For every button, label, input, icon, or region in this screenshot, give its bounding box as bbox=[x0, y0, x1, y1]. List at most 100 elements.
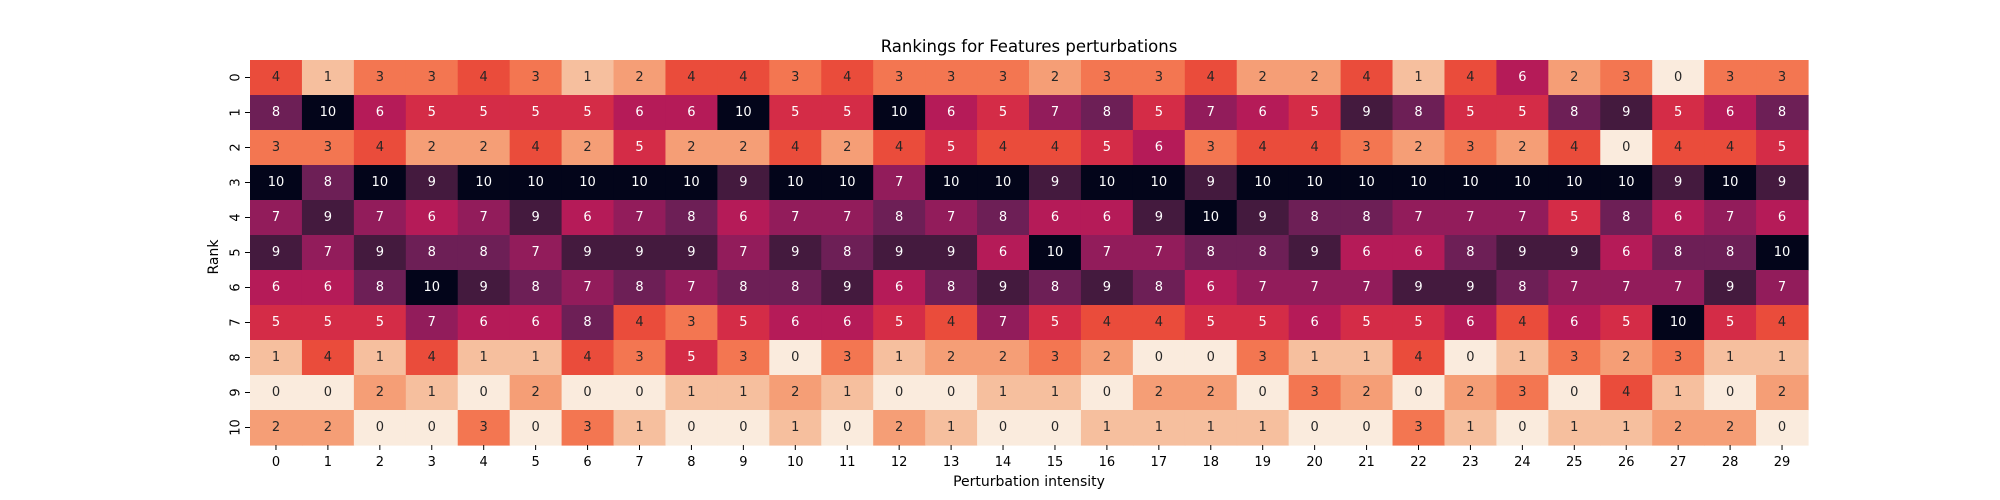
cell-value-label: 5 bbox=[1622, 315, 1630, 330]
heatmap-cell bbox=[405, 165, 459, 201]
heatmap-cell bbox=[301, 165, 355, 201]
x-axis: 0 1 2 3 4 5 6 7 8 9 10 11 12 13 14 15 16 17 18 19 20 21 22 23 24… bbox=[272, 445, 1790, 470]
heatmap-cell bbox=[925, 130, 978, 166]
heatmap-cell bbox=[873, 200, 926, 236]
heatmap-cell bbox=[977, 410, 1030, 446]
heatmap-cell bbox=[1184, 165, 1238, 201]
x-tick-label: 22 bbox=[1410, 455, 1427, 470]
heatmap-cell bbox=[613, 130, 667, 166]
cell-value-label: 7 bbox=[1570, 280, 1578, 295]
heatmap-cell bbox=[457, 270, 511, 306]
cell-value-label: 7 bbox=[1466, 210, 1474, 225]
cell-value-label: 8 bbox=[272, 105, 280, 120]
heatmap-cell bbox=[1132, 340, 1186, 376]
x-tick-label: 21 bbox=[1358, 455, 1375, 470]
heatmap-cell bbox=[405, 200, 459, 236]
heatmap-cell bbox=[613, 200, 667, 236]
heatmap-cell bbox=[561, 60, 615, 96]
cell-value-label: 4 bbox=[739, 70, 747, 85]
heatmap-cell bbox=[1444, 340, 1497, 376]
cell-value-label: 6 bbox=[1310, 315, 1318, 330]
cell-value-label: 7 bbox=[428, 315, 436, 330]
heatmap-cell bbox=[1756, 130, 1809, 166]
cell-value-label: 6 bbox=[791, 315, 799, 330]
heatmap-cell bbox=[717, 60, 770, 96]
heatmap-cell bbox=[1704, 305, 1757, 341]
cell-value-label: 2 bbox=[635, 70, 643, 85]
heatmap-cell bbox=[1132, 375, 1186, 411]
cell-value-label: 4 bbox=[272, 70, 280, 85]
heatmap-cell bbox=[1080, 200, 1134, 236]
cell-value-label: 6 bbox=[895, 280, 903, 295]
cell-value-label: 4 bbox=[531, 140, 539, 155]
cell-value-label: 2 bbox=[947, 350, 955, 365]
heatmap-cell bbox=[717, 165, 770, 201]
heatmap-cell bbox=[1444, 95, 1497, 131]
x-tick-label: 16 bbox=[1099, 455, 1116, 470]
heatmap-cell bbox=[1184, 235, 1238, 271]
cell-value-label: 2 bbox=[1414, 140, 1422, 155]
heatmap-cell bbox=[925, 340, 978, 376]
heatmap-cell bbox=[1392, 235, 1446, 271]
cell-value-label: 9 bbox=[739, 175, 747, 190]
heatmap-cell bbox=[925, 235, 978, 271]
cell-value-label: 8 bbox=[1674, 245, 1682, 260]
cell-value-label: 6 bbox=[843, 315, 851, 330]
cell-value-label: 3 bbox=[1207, 140, 1215, 155]
heatmap-cell bbox=[561, 165, 615, 201]
heatmap-cell bbox=[1288, 165, 1342, 201]
heatmap-cell bbox=[821, 95, 874, 131]
heatmap-cell bbox=[1600, 410, 1653, 446]
cell-value-label: 7 bbox=[1622, 280, 1630, 295]
cell-value-label: 0 bbox=[1103, 385, 1111, 400]
heatmap-cell bbox=[1704, 410, 1757, 446]
cell-value-label: 2 bbox=[272, 420, 280, 435]
heatmap-cell bbox=[1496, 375, 1549, 411]
heatmap-cell bbox=[613, 340, 667, 376]
cell-value-label: 3 bbox=[999, 70, 1007, 85]
heatmap-cell bbox=[665, 200, 718, 236]
cell-value-label: 10 bbox=[1670, 315, 1687, 330]
heatmap-cell bbox=[1496, 235, 1549, 271]
cell-value-label: 5 bbox=[687, 350, 695, 365]
cell-value-label: 8 bbox=[1362, 210, 1370, 225]
x-tick-label: 24 bbox=[1514, 455, 1531, 470]
cell-value-label: 5 bbox=[1103, 140, 1111, 155]
x-tick-label: 23 bbox=[1462, 455, 1479, 470]
heatmap-cell bbox=[1392, 165, 1446, 201]
heatmap-cell bbox=[1340, 305, 1394, 341]
heatmap-cell bbox=[1704, 95, 1757, 131]
cell-value-label: 3 bbox=[272, 140, 280, 155]
cell-value-label: 0 bbox=[1570, 385, 1578, 400]
cell-value-label: 8 bbox=[791, 280, 799, 295]
cell-value-label: 5 bbox=[1778, 140, 1786, 155]
cell-value-label: 5 bbox=[272, 315, 280, 330]
cell-value-label: 6 bbox=[1466, 315, 1474, 330]
heatmap-cell bbox=[1288, 410, 1342, 446]
heatmap-cell bbox=[665, 165, 718, 201]
cell-value-label: 9 bbox=[895, 245, 903, 260]
cell-value-label: 9 bbox=[1414, 280, 1422, 295]
heatmap-cell bbox=[1652, 200, 1705, 236]
cell-value-label: 9 bbox=[1207, 175, 1215, 190]
heatmap-cell bbox=[250, 60, 303, 96]
heatmap-cell bbox=[1288, 200, 1342, 236]
heatmap-cell bbox=[613, 95, 667, 131]
cell-value-label: 1 bbox=[1207, 420, 1215, 435]
heatmap-cell bbox=[1444, 305, 1497, 341]
heatmap-cell bbox=[353, 235, 407, 271]
heatmap-cell bbox=[301, 95, 355, 131]
heatmap-cell bbox=[1392, 200, 1446, 236]
cell-value-label: 4 bbox=[843, 70, 851, 85]
cell-value-label: 1 bbox=[583, 70, 591, 85]
heatmap-cell bbox=[353, 305, 407, 341]
cell-value-label: 7 bbox=[376, 210, 384, 225]
cell-value-label: 2 bbox=[1674, 420, 1682, 435]
heatmap-cell bbox=[1652, 60, 1705, 96]
heatmap-cell bbox=[1652, 165, 1705, 201]
heatmap-cell bbox=[1340, 375, 1394, 411]
cell-value-label: 2 bbox=[1570, 70, 1578, 85]
cell-value-label: 8 bbox=[687, 210, 695, 225]
cell-value-label: 9 bbox=[1259, 210, 1267, 225]
